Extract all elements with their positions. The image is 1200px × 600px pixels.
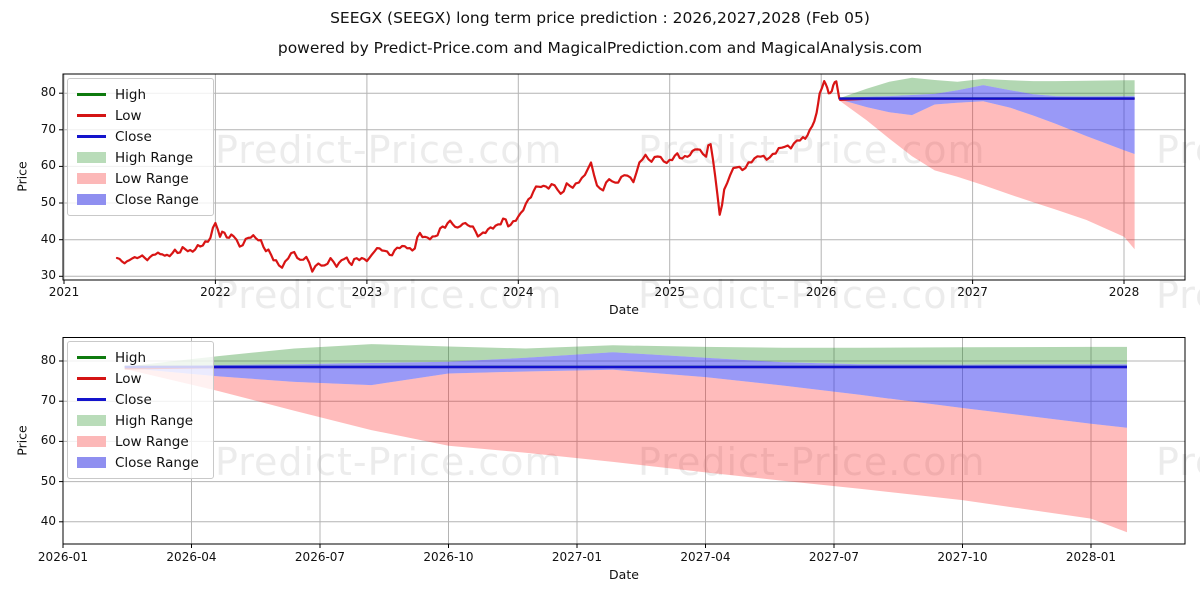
watermark-text: Predict-Price.com <box>215 440 563 484</box>
legend-line-swatch <box>77 377 106 380</box>
legend-item-high: High <box>77 347 203 368</box>
y-tick-label: 40 <box>40 231 56 246</box>
x-tick-label: 2024 <box>503 285 534 299</box>
legend-patch-swatch <box>77 436 106 447</box>
x-tick-label: 2022 <box>200 285 231 299</box>
legend-item-label: Low Range <box>115 170 189 187</box>
legend-patch-swatch <box>77 457 106 468</box>
x-tick-label: 2027-10 <box>937 550 988 564</box>
y-tick-label: 70 <box>40 121 56 136</box>
legend-line-swatch <box>77 356 106 359</box>
x-tick-label: 2027-07 <box>808 550 860 564</box>
watermark-text: Predict-Price.com <box>1156 273 1200 317</box>
legend-item-close: Close <box>77 126 203 147</box>
plot-border <box>62 337 1186 545</box>
top-y-axis-label: Price <box>14 161 30 192</box>
bottom-x-axis-label: Date <box>609 567 639 582</box>
figure-title: SEEGX (SEEGX) long term price prediction… <box>330 9 870 27</box>
legend-item-label: High <box>115 349 147 366</box>
legend-item-label: Close Range <box>115 191 199 208</box>
plot-border <box>62 73 1186 281</box>
x-tick-label: 2023 <box>351 285 383 299</box>
top-chart <box>59 73 1186 284</box>
legend-patch-swatch <box>77 194 106 205</box>
x-tick-label: 2027 <box>957 285 988 299</box>
legend-line-swatch <box>77 93 106 96</box>
legend-item-low-range: Low Range <box>77 168 203 189</box>
x-tick-label: 2026-04 <box>166 550 217 564</box>
y-tick-label: 80 <box>40 353 56 367</box>
legend-top-chart: High Low Close High Range Low Range Close Ran… <box>67 78 214 216</box>
watermark-text: Predict-Price.com <box>1156 128 1200 172</box>
top-x-axis-label: Date <box>609 302 639 317</box>
legend-item-low: Low <box>77 105 203 126</box>
y-tick-label: 60 <box>40 158 56 173</box>
low-history-line <box>115 80 841 273</box>
x-tick-label: 2026-07 <box>294 550 346 564</box>
watermark-text: Predict-Price.com <box>215 128 563 172</box>
legend-patch-swatch <box>77 173 106 184</box>
legend-line-swatch <box>77 398 106 401</box>
legend-item-label: High Range <box>115 149 194 166</box>
x-tick-label: 2021 <box>48 285 80 299</box>
legend-item-label: High Range <box>115 412 194 429</box>
watermark-text: Predict-Price.com <box>1156 440 1200 484</box>
watermark-text: Predict-Price.com <box>638 440 986 484</box>
legend-item-label: Low <box>115 107 142 124</box>
legend-item-close-range: Close Range <box>77 189 203 210</box>
bottom-chart <box>59 337 1186 548</box>
legend-item-label: Low Range <box>115 433 189 450</box>
x-tick-label: 2028-01 <box>1065 550 1117 564</box>
legend-item-label: High <box>115 86 147 103</box>
y-tick-label: 80 <box>40 85 56 100</box>
close-range-band <box>839 85 1135 154</box>
watermark-text: Predict-Price.com <box>215 273 563 317</box>
legend-item-label: Close <box>115 128 152 145</box>
legend-item-low: Low <box>77 368 203 389</box>
low-range-band <box>124 367 1127 533</box>
y-tick-label: 60 <box>40 433 56 448</box>
x-tick-label: 2026-10 <box>423 550 474 564</box>
y-tick-label: 50 <box>40 195 56 210</box>
x-tick-label: 2026 <box>805 285 837 299</box>
legend-line-swatch <box>77 114 106 117</box>
legend-item-low-range: Low Range <box>77 431 203 452</box>
legend-item-label: Close Range <box>115 454 199 471</box>
x-tick-label: 2027-01 <box>551 550 603 564</box>
legend-item-close-range: Close Range <box>77 452 203 473</box>
legend-item-label: Close <box>115 391 152 408</box>
legend-item-label: Low <box>115 370 142 387</box>
low-range-band <box>839 99 1135 250</box>
legend-patch-swatch <box>77 152 106 163</box>
legend-item-high: High <box>77 84 203 105</box>
x-tick-label: 2025 <box>654 285 685 299</box>
y-tick-label: 50 <box>40 473 56 488</box>
x-tick-label: 2026-01 <box>37 550 89 564</box>
close-range-band <box>124 352 1127 428</box>
high-range-band <box>124 344 1127 367</box>
legend-bottom-chart: High Low Close High Range Low Range Close Ran… <box>67 341 214 479</box>
legend-patch-swatch <box>77 415 106 426</box>
legend-line-swatch <box>77 135 106 138</box>
y-tick-label: 40 <box>40 513 56 528</box>
watermark-text: Predict-Price.com <box>638 273 986 317</box>
y-tick-label: 30 <box>40 268 56 283</box>
figure-subtitle: powered by Predict-Price.com and Magical… <box>277 39 923 57</box>
high-range-band <box>839 77 1135 99</box>
x-tick-label: 2027-04 <box>680 550 731 564</box>
y-tick-label: 70 <box>40 393 56 408</box>
legend-item-high-range: High Range <box>77 410 203 431</box>
legend-item-close: Close <box>77 389 203 410</box>
x-tick-label: 2028 <box>1108 285 1140 299</box>
legend-item-high-range: High Range <box>77 147 203 168</box>
